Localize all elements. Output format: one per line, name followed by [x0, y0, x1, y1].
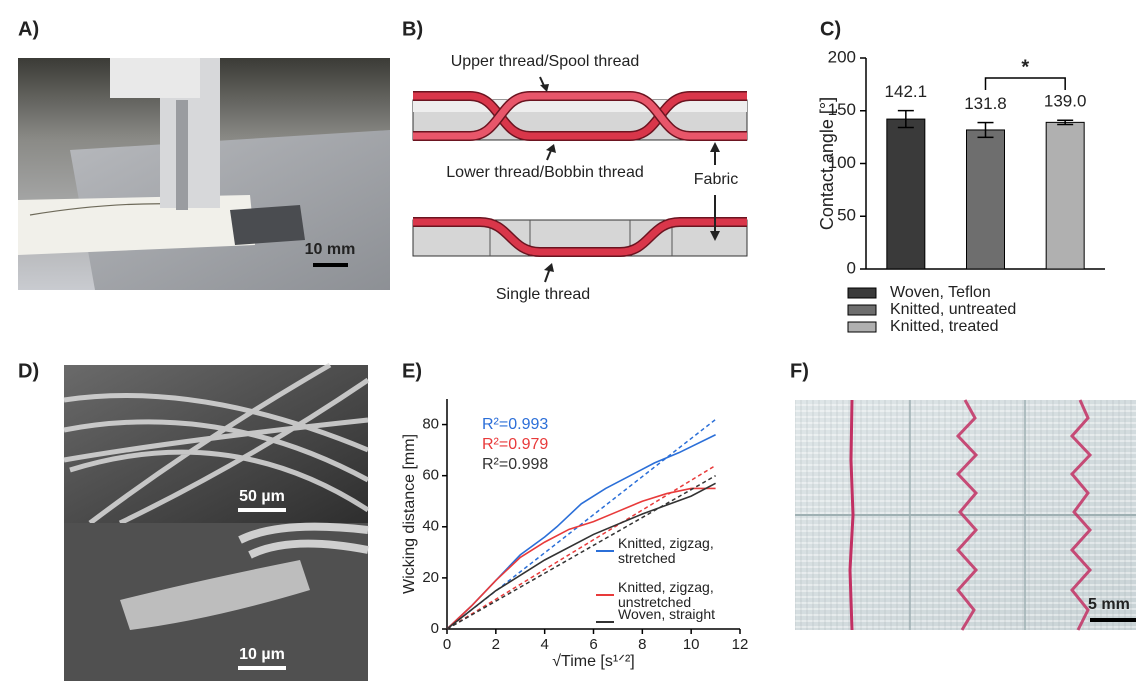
x-tick-label: 0 [443, 636, 451, 653]
diagram-label: Upper thread/Spool thread [451, 53, 640, 70]
y-tick-label: 80 [422, 416, 439, 433]
data-line [446, 487, 716, 630]
value-label: 131.8 [964, 94, 1007, 113]
r2-label: R²=0.998 [482, 456, 548, 473]
panel-label: E) [402, 360, 422, 382]
panel-label: D) [18, 360, 39, 382]
diagram-label: Fabric [694, 171, 738, 188]
legend-swatch [847, 321, 877, 333]
bar [886, 118, 926, 270]
y-tick-label: 60 [422, 467, 439, 484]
bar [1045, 121, 1085, 270]
y-tick-label: 20 [422, 569, 439, 586]
legend-label: Knitted, untreated [890, 301, 1016, 318]
photo-stitches [795, 399, 1136, 631]
y-tick-label: 40 [422, 518, 439, 535]
value-label: 142.1 [885, 82, 928, 101]
y-tick-label: 150 [828, 100, 856, 119]
significance-bracket [984, 77, 1066, 90]
x-tick-label: 8 [638, 636, 646, 653]
scale-label: 10 µm [239, 646, 285, 663]
diagram-label: Lower thread/Bobbin thread [446, 164, 643, 181]
y-tick-label: 0 [431, 620, 439, 637]
panel-label: B) [402, 18, 423, 40]
x-tick-label: 6 [589, 636, 597, 653]
panel-label: F) [790, 360, 809, 382]
x-tick-label: 10 [683, 636, 700, 653]
photo-sewing-machine [18, 58, 390, 290]
scale-label: 5 mm [1088, 596, 1130, 613]
r2-label: R²=0.993 [482, 416, 548, 433]
y-tick-label: 200 [828, 47, 856, 66]
fit-line [446, 475, 716, 630]
r2-label: R²=0.979 [482, 436, 548, 453]
legend-label: Woven, Teflon [890, 284, 991, 301]
y-axis-label: Wicking distance [mm] [401, 434, 418, 594]
y-tick-label: 100 [828, 153, 856, 172]
stitch-diagram [412, 76, 748, 283]
y-axis-label: Contact angle [°] [817, 97, 837, 230]
y-tick-label: 0 [847, 258, 856, 277]
legend-swatch [847, 287, 877, 299]
legend-label: Woven, straight [618, 606, 716, 622]
scale-label: 50 µm [239, 488, 285, 505]
legend-label: Knitted, zigzag, unstretched [618, 579, 714, 610]
scale-label: 10 mm [305, 241, 356, 258]
legend-label: Knitted, zigzag, stretched [618, 535, 714, 566]
y-tick-label: 50 [837, 206, 856, 225]
legend-swatch [847, 304, 877, 316]
photo-sem [63, 362, 370, 681]
x-axis-label: √Time [s¹ᐟ²] [552, 653, 635, 670]
data-line [446, 482, 716, 630]
legend-label: Knitted, treated [890, 318, 999, 335]
significance-label: * [1021, 56, 1029, 78]
x-tick-label: 2 [492, 636, 500, 653]
value-label: 139.0 [1044, 92, 1087, 111]
x-tick-label: 4 [540, 636, 548, 653]
panel-label: C) [820, 18, 841, 40]
panel-label: A) [18, 18, 39, 40]
diagram-label: Single thread [496, 286, 590, 303]
x-tick-label: 12 [732, 636, 749, 653]
bar [966, 129, 1005, 270]
